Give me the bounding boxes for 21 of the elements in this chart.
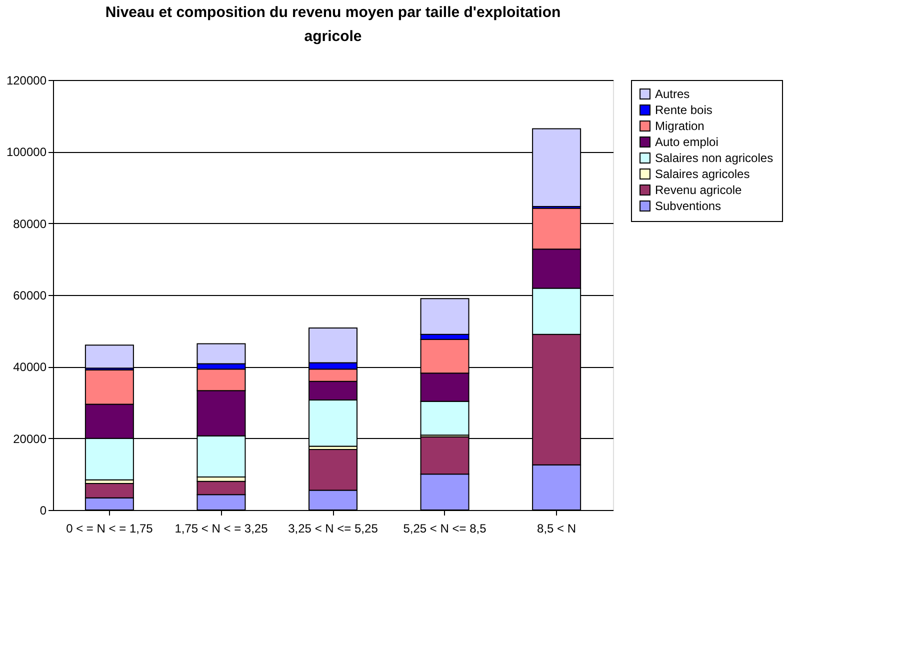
x-tick-label: 0 < = N < = 1,75 xyxy=(66,522,154,536)
x-tick-label: 5,25 < N <= 8,5 xyxy=(403,522,487,536)
y-tick-label: 80000 xyxy=(13,216,47,231)
x-tick-label: 8,5 < N xyxy=(537,522,576,536)
x-tick-label: 1,75 < N < = 3,25 xyxy=(174,522,268,536)
y-tick-label: 20000 xyxy=(13,432,47,446)
legend-label: Autres xyxy=(655,87,690,101)
legend-label: Auto emploi xyxy=(655,135,718,149)
y-tick-label: 60000 xyxy=(13,288,47,302)
y-tick-label: 0 xyxy=(40,504,47,518)
legend-label: Subventions xyxy=(655,199,722,213)
chart-title: Niveau et composition du revenu moyen par taille d'exploitation agricole xyxy=(105,4,561,45)
legend-label: Rente bois xyxy=(655,103,712,117)
x-tick-label: 3,25 < N <= 5,25 xyxy=(288,522,378,536)
y-tick-label: 120000 xyxy=(6,74,47,88)
legend-label: Migration xyxy=(655,119,704,133)
legend-label: Salaires non agricoles xyxy=(655,151,774,165)
y-tick-label: 100000 xyxy=(6,145,47,160)
legend-label: Revenu agricole xyxy=(655,183,742,197)
legend-label: Salaires agricoles xyxy=(655,167,750,181)
y-tick-label: 40000 xyxy=(13,360,47,374)
